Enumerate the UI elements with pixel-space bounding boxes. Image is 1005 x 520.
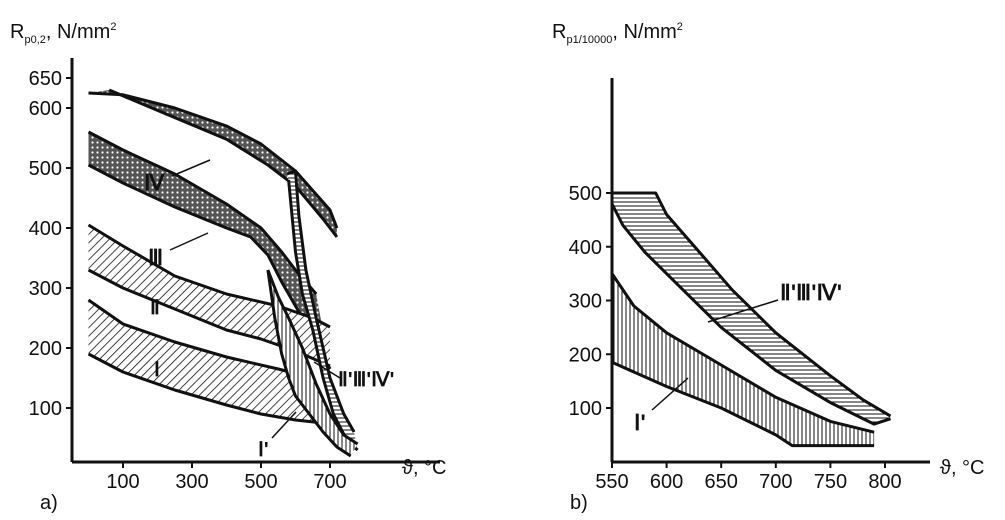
panel-label-a: a) (40, 492, 58, 514)
y-tick-label: 100 (29, 398, 62, 420)
x-tick-label: 650 (705, 471, 738, 493)
x-tick-label: 500 (244, 471, 277, 493)
band-iiiiiiv-4 (286, 171, 358, 450)
band-iiiiiiv-0 (612, 193, 891, 425)
leader-III-a (169, 232, 209, 251)
band-lower-edge-5 (266, 269, 352, 458)
x-tick-label: 100 (106, 471, 139, 493)
y-tick-label: 600 (29, 98, 62, 120)
x-tick-label: 300 (175, 471, 208, 493)
y-tick-label: 650 (29, 68, 62, 90)
label-IV-a: Ⅳ (144, 170, 165, 195)
label-II-a: Ⅱ (150, 297, 160, 319)
band-upper-edge-4 (286, 169, 356, 433)
x-ticks-a: 100 300 500 700 (106, 462, 347, 493)
label-IIIIIV-b: Ⅱ'Ⅲ'Ⅳ' (780, 280, 842, 305)
label-I-prime-b: Ⅰ' (634, 410, 646, 435)
label-I-a: Ⅰ (154, 359, 160, 381)
x-tick-label: 600 (650, 471, 683, 493)
label-I-prime-a: Ⅰ' (258, 439, 269, 461)
band-lower-edge-3 (87, 352, 324, 425)
band-i-3 (88, 300, 324, 423)
band-upper-edge-1 (610, 272, 875, 434)
y-tick-label: 200 (569, 344, 602, 366)
y-tick-label: 200 (29, 338, 62, 360)
label-III-a: Ⅲ (148, 245, 163, 270)
y-tick-label: 500 (29, 158, 62, 180)
leader-IIIIIV-b (707, 299, 779, 323)
y-tick-label: 300 (569, 291, 602, 313)
y-tick-label: 400 (29, 218, 62, 240)
y-ticks-b: 100 200 300 400 500 (569, 183, 612, 420)
x-axis-label-a: ϑ, °C (402, 457, 447, 479)
bands-a (87, 88, 359, 458)
y-tick-label: 100 (569, 398, 602, 420)
panel-b: 100 200 300 400 500 550 600 650 700 750 800 Rp1/1… (552, 21, 985, 514)
leader-I-prime-a (271, 411, 297, 439)
y-ticks-a: 100 200 300 400 500 600 650 (29, 68, 72, 420)
band-lower-edge-0 (610, 203, 891, 426)
band-ii-2 (88, 225, 330, 366)
bands-b (610, 191, 892, 448)
y-axis-label-b: Rp1/10000, N/mm2 (552, 21, 683, 46)
y-tick-label: 300 (29, 278, 62, 300)
x-ticks-b: 550 600 650 700 750 800 (595, 462, 902, 493)
band-lower-edge-1 (611, 360, 875, 448)
band-upper-edge-3 (87, 298, 314, 380)
band-upper-edge-0 (612, 191, 892, 418)
panel-label-b: b) (570, 492, 588, 514)
x-tick-label: 750 (814, 471, 847, 493)
band-i-1 (612, 273, 875, 446)
x-tick-label: 700 (759, 471, 792, 493)
leader-I-prime-b (651, 377, 689, 411)
y-tick-label: 500 (569, 183, 602, 205)
x-tick-label: 700 (313, 471, 346, 493)
band-upper-edge-5 (266, 269, 359, 446)
panel-a: 100 200 300 400 500 600 650 100 300 500 700 Rp0,2… (10, 21, 447, 514)
x-tick-label: 550 (595, 471, 628, 493)
leader-IIIIIV-a (313, 361, 341, 379)
x-tick-label: 800 (868, 471, 901, 493)
band-upper-edge-1 (87, 130, 318, 295)
band-upper-edge-0 (88, 91, 339, 229)
x-axis-label-b: ϑ, °C (940, 457, 985, 479)
leader-IV-a (171, 159, 211, 177)
label-IIIIIV-a: Ⅱ'Ⅲ'Ⅳ' (338, 369, 394, 391)
band-lower-edge-0 (108, 88, 339, 238)
y-tick-label: 400 (569, 237, 602, 259)
y-axis-label-a: Rp0,2, N/mm2 (10, 21, 116, 46)
band-iii-1 (88, 132, 330, 369)
